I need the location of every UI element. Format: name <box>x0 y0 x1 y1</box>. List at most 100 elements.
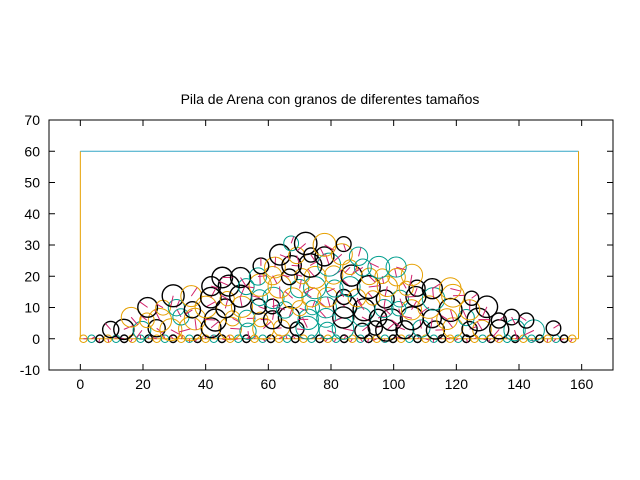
chart-title: Pila de Arena con granos de diferentes t… <box>181 91 480 107</box>
grain-orientation-marker <box>204 318 216 321</box>
sand-grain <box>147 319 166 338</box>
grain-orientation-marker <box>185 309 193 315</box>
sand-grain <box>316 308 336 328</box>
sand-grain <box>219 291 235 307</box>
sand-grain <box>438 297 463 323</box>
sand-grain <box>376 275 398 298</box>
sand-grain <box>408 279 426 297</box>
sand-grain <box>559 334 569 344</box>
sand-grain <box>152 334 162 344</box>
sand-grain <box>95 334 105 344</box>
grain-orientation-marker <box>310 254 316 262</box>
sand-grain <box>535 334 545 344</box>
grain-orientation-marker <box>292 335 296 340</box>
grain-orientation-marker <box>397 336 402 340</box>
sand-grain <box>388 334 398 344</box>
grain-orientation-marker <box>319 310 327 319</box>
sand-grain <box>545 320 562 337</box>
sand-grain <box>217 274 240 297</box>
grain-orientation-marker <box>450 287 461 292</box>
grain-orientation-marker <box>262 321 272 330</box>
grain-orientation-marker <box>396 266 406 271</box>
y-tick-label: 30 <box>24 237 40 253</box>
grain-orientation-marker <box>228 335 231 339</box>
grain-orientation-marker <box>343 335 347 340</box>
grain-orientation-marker <box>384 286 388 297</box>
sand-grain <box>367 255 391 279</box>
sand-grain <box>283 235 300 252</box>
grain-orientation-marker <box>130 338 133 343</box>
grain-orientation-marker <box>290 236 295 244</box>
grain-orientation-marker <box>257 275 267 278</box>
x-tick-label: 80 <box>323 376 339 392</box>
sand-grain <box>113 318 135 341</box>
grain-orientation-marker <box>471 293 478 299</box>
sand-grain <box>230 295 254 318</box>
sand-grain <box>248 267 268 286</box>
grain-orientation-marker <box>430 318 433 328</box>
sand-grain <box>295 315 320 340</box>
grain-orientation-marker <box>221 338 226 341</box>
x-tick-label: 100 <box>382 376 406 392</box>
sand-grain <box>568 334 577 344</box>
sand-grain <box>339 276 361 298</box>
grain-orientation-marker <box>344 266 351 273</box>
grain-orientation-marker <box>91 336 96 340</box>
sand-grain <box>193 334 202 344</box>
sand-grain <box>277 305 301 329</box>
sand-grain <box>280 268 298 286</box>
sand-grain <box>101 320 120 339</box>
grain-orientation-marker <box>465 338 469 343</box>
grain-orientation-marker <box>284 291 294 299</box>
sand-grain <box>304 300 320 316</box>
sand-grain <box>315 334 325 344</box>
sand-grain <box>201 334 210 344</box>
grain-orientation-marker <box>367 338 370 343</box>
grain-orientation-marker <box>219 280 229 287</box>
sand-grain <box>267 274 292 299</box>
grain-orientation-marker <box>258 305 266 310</box>
sand-grain <box>348 246 369 266</box>
sand-grain <box>199 286 222 309</box>
grain-orientation-marker <box>327 297 331 307</box>
grain-orientation-marker <box>514 329 519 341</box>
grain-orientation-marker <box>139 301 148 308</box>
grain-orientation-marker <box>272 310 275 320</box>
grain-orientation-marker <box>251 295 260 299</box>
sand-grain <box>412 319 431 338</box>
grain-orientation-marker <box>210 321 220 329</box>
grain-orientation-marker <box>326 288 335 293</box>
sand-grain <box>348 334 357 344</box>
x-tick-label: 0 <box>76 376 84 392</box>
sand-grain <box>374 268 391 285</box>
sand-grain <box>439 277 462 300</box>
y-tick-label: -10 <box>20 362 40 378</box>
sand-grain <box>335 235 352 253</box>
grain-orientation-marker <box>367 292 374 299</box>
sand-grain <box>147 307 173 333</box>
grain-orientation-marker <box>524 329 535 336</box>
grain-orientation-marker <box>279 254 290 259</box>
grain-orientation-marker <box>343 243 347 252</box>
grain-orientation-marker <box>391 319 401 327</box>
sand-grain <box>294 268 311 285</box>
y-tick-label: 0 <box>32 331 40 347</box>
x-tick-label: 20 <box>135 376 151 392</box>
y-tick-label: 20 <box>24 268 40 284</box>
grain-orientation-marker <box>569 338 573 343</box>
x-tick-label: 60 <box>261 376 277 392</box>
grain-orientation-marker <box>487 338 492 342</box>
sand-grain <box>180 285 203 308</box>
sand-grain <box>183 301 202 319</box>
sand-grain <box>421 277 444 300</box>
grain-orientation-marker <box>279 286 281 299</box>
grain-orientation-marker <box>482 306 488 317</box>
grain-orientation-marker <box>247 331 250 340</box>
grain-orientation-marker <box>373 338 377 341</box>
sand-grain <box>250 298 267 315</box>
sand-grain <box>490 312 508 329</box>
grain-orientation-marker <box>546 338 549 343</box>
grain-orientation-marker <box>361 316 371 322</box>
sand-grain <box>194 295 218 319</box>
grain-orientation-marker <box>239 296 243 307</box>
